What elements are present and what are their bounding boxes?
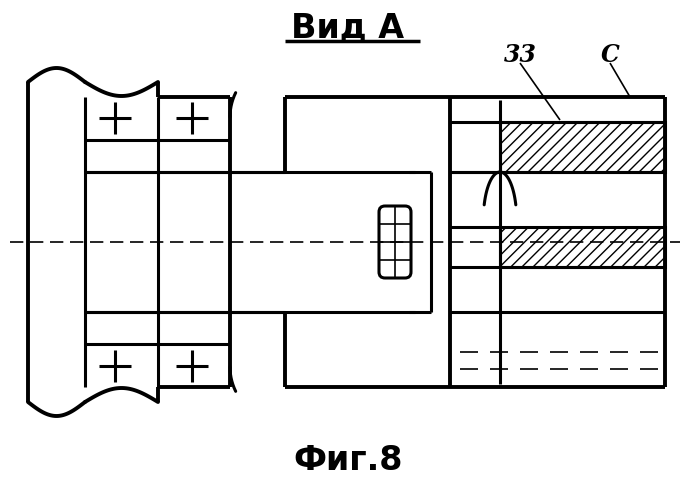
Text: С: С — [601, 43, 620, 67]
Text: 33: 33 — [503, 43, 536, 67]
Text: Вид А: Вид А — [291, 11, 405, 45]
Bar — [500, 122, 665, 172]
Text: Фиг.8: Фиг.8 — [293, 443, 402, 476]
Bar — [500, 227, 665, 267]
FancyBboxPatch shape — [379, 206, 411, 278]
